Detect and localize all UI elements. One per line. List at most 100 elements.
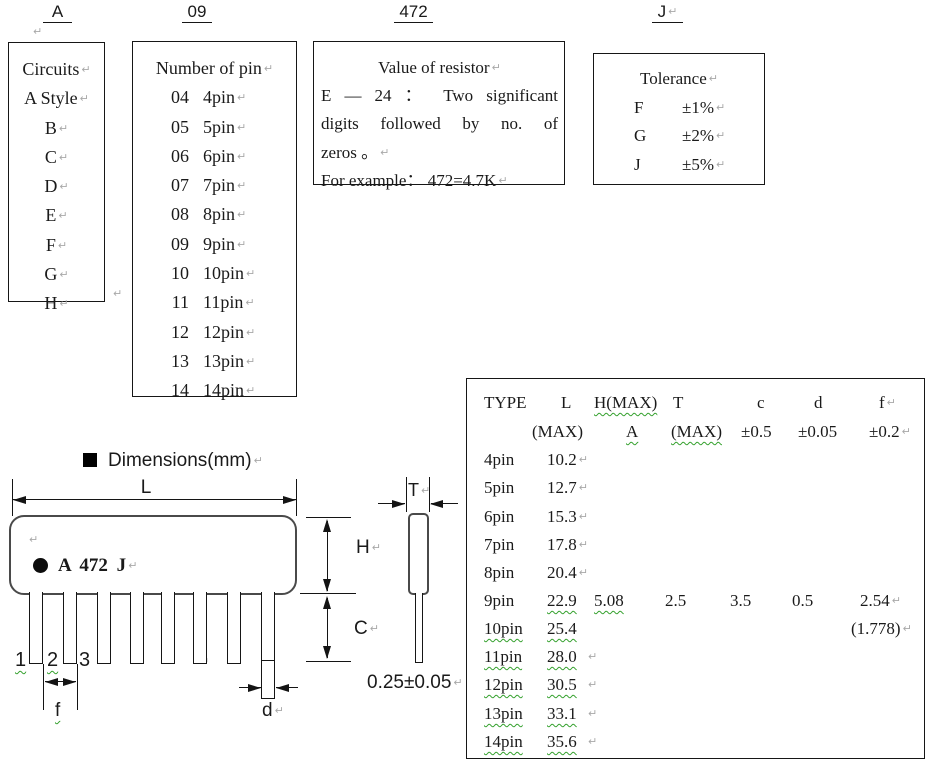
resistor-value-line-3: zeros 。 ↵ xyxy=(321,139,558,167)
paragraph-mark: ↵ xyxy=(57,238,68,252)
lead-thickness-label: 0.25±0.05 ↵ xyxy=(367,672,463,694)
cell-L: 12.7 ↵ xyxy=(547,476,588,500)
section-bullet-square-icon xyxy=(83,453,97,467)
dim-h-arrowhead-up-icon xyxy=(323,519,331,532)
circuit-code-text: A xyxy=(51,2,64,21)
paragraph-mark: ↵ xyxy=(237,91,247,105)
paragraph-mark: ↵ xyxy=(369,622,379,635)
cell-L: 28.0 xyxy=(547,645,577,669)
paragraph-mark: ↵ xyxy=(886,396,896,409)
dim-t-arrow-line-right xyxy=(431,503,458,504)
cell-L-mark: ↵ xyxy=(586,645,597,669)
dim-t-arrowhead-right-icon xyxy=(392,499,405,508)
paragraph-mark: ↵ xyxy=(79,92,89,106)
cell-L-text: 33.1 xyxy=(547,704,577,723)
cell-L: 20.4 ↵ xyxy=(547,561,588,585)
component-pin xyxy=(193,592,207,664)
paragraph-mark: ↵ xyxy=(246,325,256,339)
circuit-style-item: B ↵ xyxy=(9,114,104,143)
table-row: 5pin 12.7 ↵ xyxy=(467,476,924,500)
cell-type: 7pin xyxy=(484,535,515,554)
dim-t-arrow-line-left xyxy=(378,503,405,504)
pin-count-row: 05 5pin ↵ xyxy=(133,113,296,142)
circuit-style-item: G ↵ xyxy=(9,260,104,289)
paragraph-mark: ↵ xyxy=(253,454,263,467)
circuits-box-title-line: Circuits ↵ xyxy=(9,55,104,84)
tolerance-code: F xyxy=(634,97,644,117)
paragraph-mark: ↵ xyxy=(33,25,43,38)
dim-h-arrowhead-down-icon xyxy=(323,579,331,592)
dim-t-guide-line-left xyxy=(406,477,407,512)
component-side-lead xyxy=(414,593,423,663)
circuits-box-title: Circuits xyxy=(22,59,80,79)
cell-type: 6pin xyxy=(484,507,515,526)
pin-code: 04 xyxy=(171,87,189,108)
col-header-f: f ↵ xyxy=(879,391,896,415)
dim-c-label: C ↵ xyxy=(354,618,379,640)
cell-type: 13pin xyxy=(484,704,523,723)
pin-count-code-label: 09 xyxy=(182,2,212,23)
paragraph-mark: ↵ xyxy=(578,566,588,579)
paragraph-mark: ↵ xyxy=(708,72,718,85)
pin-code: 12 xyxy=(171,321,189,342)
lead-thickness-text: 0.25±0.05 xyxy=(367,672,452,693)
tolerance-row: J ±5% ↵ xyxy=(594,151,764,180)
subheader-L-max: (MAX) xyxy=(532,422,583,441)
circuit-style-c: C xyxy=(44,146,57,167)
pin-label: 13pin xyxy=(203,350,245,371)
paragraph-mark: ↵ xyxy=(263,62,274,75)
dim-t-guide-line-right xyxy=(429,477,430,512)
cell-f-text: 2.54 xyxy=(860,591,890,610)
dim-l-arrowhead-left-icon xyxy=(13,495,26,504)
component-side-body-outline xyxy=(408,513,429,595)
pin-count-row: 12 12pin ↵ xyxy=(133,318,296,347)
pin-code: 09 xyxy=(171,233,189,254)
cell-L-text: 28.0 xyxy=(547,647,577,666)
resistance-code-text: 472 xyxy=(399,2,428,21)
subheader-f-tol: ±0.2 ↵ xyxy=(869,420,911,444)
cell-f-text: (1.778) xyxy=(851,619,901,638)
dim-d-arrowhead-right-icon xyxy=(248,683,261,692)
dimensions-section-title: Dimensions(mm) ↵ xyxy=(108,450,263,472)
circuits-box: Circuits ↵ A Style ↵ B ↵ C ↵ D ↵ E ↵ F ↵ G ↵ H ↵ xyxy=(8,42,105,313)
resistance-code-label: 472 xyxy=(394,2,433,23)
cell-T: 2.5 xyxy=(665,591,687,610)
dimension-table: TYPE L H(MAX) T c d f ↵ (MAX) A (MAX) ±0.… xyxy=(466,378,925,759)
dim-h-tick-top xyxy=(306,517,351,518)
cell-type: 12pin xyxy=(484,675,523,694)
paragraph-mark: ↵ xyxy=(578,538,588,551)
dim-hc-tick-middle xyxy=(300,593,356,594)
dim-t-arrowhead-left-icon xyxy=(430,499,443,508)
paragraph-mark: ↵ xyxy=(578,453,588,466)
paragraph-mark: ↵ xyxy=(237,120,247,134)
cell-H: 5.08 xyxy=(594,591,624,610)
component-marking-text: A 472 J xyxy=(58,555,127,576)
cell-c: 3.5 xyxy=(730,591,752,610)
paragraph-mark: ↵ xyxy=(588,678,598,691)
cell-L: 30.5 xyxy=(547,673,577,697)
dim-f-extension-line-right xyxy=(77,664,78,710)
component-pin xyxy=(97,592,111,664)
paragraph-mark: ↵ xyxy=(453,676,463,689)
paragraph-mark: ↵ xyxy=(58,150,69,164)
component-pin xyxy=(63,592,77,664)
cell-L: 17.8 ↵ xyxy=(547,533,588,557)
paragraph-mark: ↵ xyxy=(371,541,381,554)
pin-label: 6pin xyxy=(203,145,236,166)
tolerance-box: Tolerance ↵ F ±1% ↵ G ±2% ↵ J ±5% ↵ xyxy=(593,53,765,185)
pin-label: 8pin xyxy=(203,204,236,225)
pin-code: 06 xyxy=(171,145,189,166)
circuit-style-item: H ↵ xyxy=(9,289,104,318)
table-row: 4pin 10.2 ↵ xyxy=(467,448,924,472)
paragraph-mark: ↵ xyxy=(245,296,255,310)
pin-number-2: 2 xyxy=(47,649,59,671)
dimensions-section-title-text: Dimensions(mm) xyxy=(108,450,252,471)
tolerance-value: ±1% xyxy=(682,97,714,117)
paragraph-mark: ↵ xyxy=(246,354,256,368)
paragraph-mark: ↵ xyxy=(246,384,256,398)
pin-count-box-title: Number of pin xyxy=(155,58,262,78)
col-header-L: L xyxy=(561,393,572,412)
table-header-row-1: TYPE L H(MAX) T c d f ↵ xyxy=(467,391,924,415)
table-header-row-2: (MAX) A (MAX) ±0.5 ±0.05 ±0.2 ↵ xyxy=(467,420,924,444)
